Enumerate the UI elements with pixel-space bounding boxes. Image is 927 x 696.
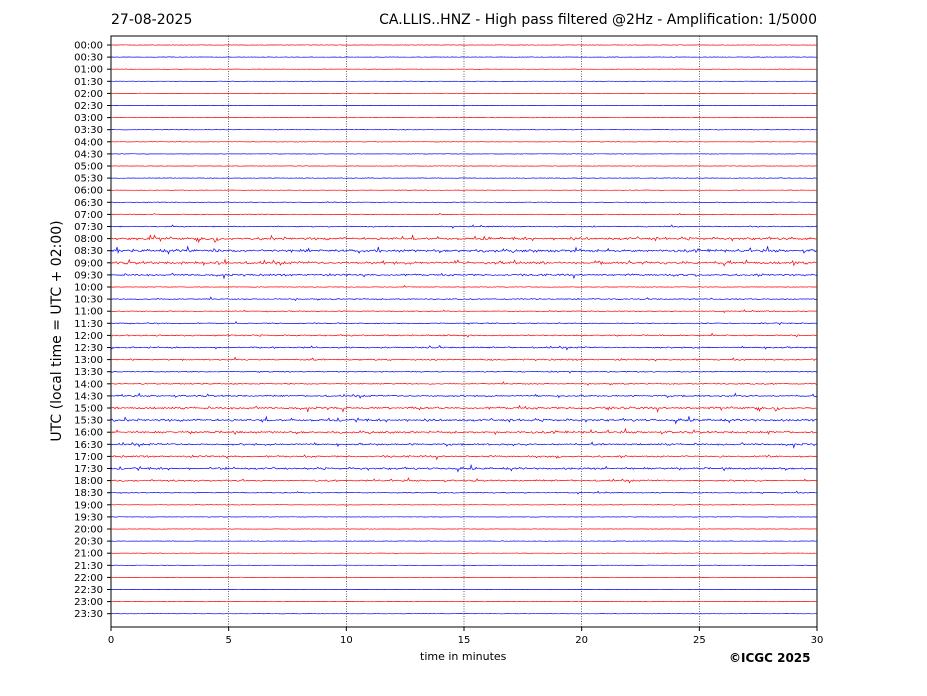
y-tick-label: 08:00 xyxy=(74,234,103,245)
trace-1130 xyxy=(110,321,818,326)
y-tick-label: 03:00 xyxy=(74,113,103,124)
trace-1430 xyxy=(110,392,818,399)
y-tick-label: 06:30 xyxy=(74,198,103,209)
trace-1600 xyxy=(110,427,817,436)
trace-0830 xyxy=(110,245,817,255)
x-axis-label: time in minutes xyxy=(420,650,507,663)
trace-1700 xyxy=(110,454,818,461)
y-tick-label: 02:30 xyxy=(74,101,103,112)
y-tick-label: 10:00 xyxy=(74,283,103,294)
y-tick-label: 14:00 xyxy=(74,379,103,390)
y-tick-label: 01:30 xyxy=(74,77,103,88)
trace-0500 xyxy=(110,165,818,167)
y-tick-label: 19:30 xyxy=(74,512,103,523)
y-tick-label: 15:00 xyxy=(74,404,103,415)
trace-1630 xyxy=(110,441,818,449)
trace-0400 xyxy=(111,141,818,143)
y-tick-label: 04:00 xyxy=(74,137,103,148)
y-tick-label: 09:00 xyxy=(74,258,103,269)
trace-0530 xyxy=(110,177,818,179)
trace-1800 xyxy=(110,477,818,484)
trace-1200 xyxy=(110,332,818,338)
y-tick-label: 05:30 xyxy=(74,174,103,185)
y-tick-label: 08:30 xyxy=(74,246,103,257)
y-tick-label: 22:00 xyxy=(74,573,103,584)
trace-0900 xyxy=(110,258,818,267)
x-tick-label: 0 xyxy=(108,635,114,646)
y-tick-label: 01:00 xyxy=(74,65,103,76)
y-tick-label: 11:30 xyxy=(74,319,103,330)
trace-0030 xyxy=(110,56,818,58)
trace-1000 xyxy=(110,285,818,288)
trace-0700 xyxy=(110,212,817,216)
trace-1500 xyxy=(110,404,818,413)
y-tick-label: 21:30 xyxy=(74,561,103,572)
y-tick-label: 16:30 xyxy=(74,440,103,451)
y-tick-label: 14:30 xyxy=(74,391,103,402)
trace-1300 xyxy=(110,356,818,362)
x-tick-label: 15 xyxy=(458,635,471,646)
chart-title: CA.LLIS..HNZ - High pass filtered @2Hz -… xyxy=(379,12,817,28)
trace-0730 xyxy=(110,224,818,229)
y-tick-label: 13:00 xyxy=(74,355,103,366)
y-tick-label: 22:30 xyxy=(74,585,103,596)
date-label: 27-08-2025 xyxy=(111,12,193,28)
y-tick-label: 15:30 xyxy=(74,416,103,427)
y-tick-label: 12:30 xyxy=(74,343,103,354)
trace-1830 xyxy=(110,490,817,495)
y-tick-label: 04:30 xyxy=(74,149,103,160)
y-tick-label: 03:30 xyxy=(74,125,103,136)
y-tick-label: 16:00 xyxy=(74,428,103,439)
copyright-label: ©ICGC 2025 xyxy=(729,651,811,665)
trace-1330 xyxy=(110,370,818,374)
y-tick-label: 17:30 xyxy=(74,464,103,475)
trace-0300 xyxy=(110,116,818,119)
y-tick-label: 02:00 xyxy=(74,89,103,100)
y-tick-label: 12:00 xyxy=(74,331,103,342)
y-tick-label: 17:00 xyxy=(74,452,103,463)
x-tick-label: 30 xyxy=(811,635,824,646)
y-tick-label: 23:30 xyxy=(74,609,103,620)
trace-0600 xyxy=(110,189,818,191)
y-tick-label: 20:30 xyxy=(74,537,103,548)
trace-1530 xyxy=(110,415,818,425)
trace-0330 xyxy=(110,128,817,131)
trace-1030 xyxy=(110,296,818,302)
x-tick-label: 20 xyxy=(575,635,588,646)
y-tick-label: 00:00 xyxy=(74,41,103,52)
trace-1100 xyxy=(110,309,818,314)
x-tick-label: 10 xyxy=(340,635,353,646)
y-tick-label: 19:00 xyxy=(74,500,103,511)
y-tick-label: 18:30 xyxy=(74,488,103,499)
y-tick-label: 20:00 xyxy=(74,525,103,536)
y-tick-label: 06:00 xyxy=(74,186,103,197)
y-tick-label: 13:30 xyxy=(74,367,103,378)
trace-0800 xyxy=(110,234,818,244)
y-tick-label: 10:30 xyxy=(74,295,103,306)
trace-0930 xyxy=(110,272,818,280)
x-tick-label: 5 xyxy=(225,635,231,646)
y-tick-label: 00:30 xyxy=(74,53,103,64)
trace-1230 xyxy=(110,344,818,351)
trace-0630 xyxy=(110,201,818,204)
y-tick-label: 05:00 xyxy=(74,162,103,173)
y-tick-label: 18:00 xyxy=(74,476,103,487)
trace-1900 xyxy=(110,504,818,506)
y-tick-label: 23:00 xyxy=(74,597,103,608)
trace-2230 xyxy=(110,588,818,591)
y-tick-label: 11:00 xyxy=(74,307,103,318)
trace-0200 xyxy=(110,92,818,95)
y-tick-label: 07:00 xyxy=(74,210,103,221)
y-tick-label: 07:30 xyxy=(74,222,103,233)
trace-1730 xyxy=(110,463,818,473)
x-tick-label: 25 xyxy=(693,635,706,646)
y-tick-label: 09:30 xyxy=(74,270,103,281)
y-tick-label: 21:00 xyxy=(74,549,103,560)
trace-1400 xyxy=(110,381,818,386)
